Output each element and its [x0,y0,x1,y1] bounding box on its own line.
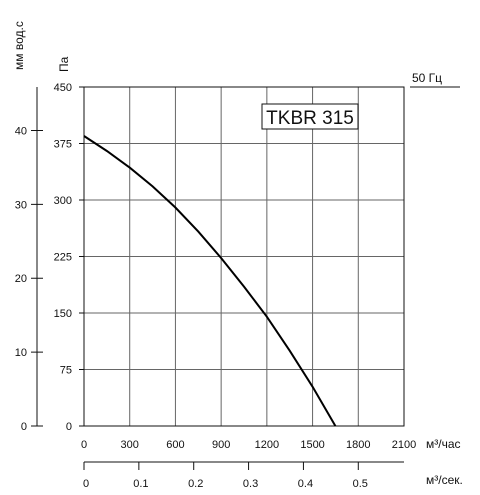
x-tick-label: 900 [212,439,230,451]
x2-tick-label: 0.5 [353,478,368,490]
y-tick-label: 225 [54,252,72,264]
x-tick-label: 600 [166,439,184,451]
mm-tick-label: 0 [21,421,27,433]
y-tick-label: 0 [66,421,72,433]
chart-title: TKBR 315 [266,108,354,129]
x-tick-label: 1800 [346,439,370,451]
x-tick-label: 1500 [300,439,324,451]
x-tick-label: 1200 [255,439,279,451]
y-tick-labels: 0 75 150 225 300 375 450 [54,82,84,433]
grid [83,86,405,427]
mm-tick-label: 10 [15,347,27,359]
x-tick-label: 2100 [392,439,416,451]
mm-tick-label: 40 [15,125,27,137]
x2-axis-label: м³/сек. [426,473,463,487]
secondary-x-axis: 0 0.1 0.2 0.3 0.4 0.5 [83,461,404,490]
frequency-label: 50 Гц [412,71,442,85]
y-tick-label: 150 [54,308,72,320]
mm-tick-label: 20 [15,273,27,285]
x-tick-labels: 0 300 600 900 1200 1500 1800 2100 [81,439,416,451]
x-axis-label: м³/час [426,437,461,451]
chart-title-box: TKBR 315 [261,103,359,130]
x2-tick-label: 0.2 [188,478,203,490]
x-tick-label: 0 [81,439,87,451]
x2-tick-label: 0.1 [133,478,148,490]
frequency-label-group: 50 Гц [410,71,460,88]
y-tick-label: 450 [54,82,72,94]
y-tick-label: 75 [60,365,72,377]
x2-tick-label: 0.4 [298,478,313,490]
x-tick-label: 300 [121,439,139,451]
mm-tick-label: 30 [15,199,27,211]
y-axis-label: Па [57,56,71,72]
series-curve [83,135,337,427]
y-tick-label: 300 [54,195,72,207]
x2-tick-label: 0.3 [243,478,258,490]
x2-tick-label: 0 [83,478,89,490]
left-axis-label: мм вод.с [12,21,26,70]
left-mm-axis: 0 10 20 30 40 [15,87,43,433]
y-tick-label: 375 [54,139,72,151]
